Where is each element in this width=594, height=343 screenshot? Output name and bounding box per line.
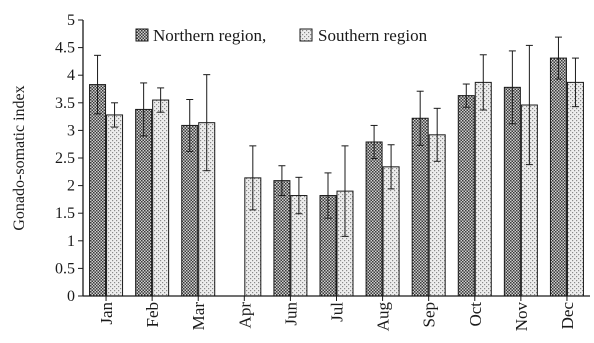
error-bar-southern-feb	[157, 87, 165, 113]
y-tick-label-4: 4	[67, 67, 75, 84]
x-tick-label-apr: Apr	[235, 302, 254, 329]
bar-southern-dec	[566, 81, 584, 297]
x-ticks: Jan Feb Mar Apr Jun Jul Aug Sep Oct Nov Dec	[97, 296, 577, 331]
bars-layer	[89, 57, 584, 297]
legend: Northern region, Southern region	[135, 26, 428, 45]
bar-southern-feb	[152, 99, 170, 297]
bar-northern-aug	[365, 141, 383, 297]
error-bar-southern-oct	[479, 54, 487, 111]
error-bars-layer	[94, 36, 579, 237]
x-tick-label-feb: Feb	[143, 302, 162, 328]
error-bar-northern-jun	[278, 165, 286, 197]
y-tick-label-4.5: 4.5	[55, 40, 75, 57]
y-tick-label-3: 3	[67, 122, 75, 139]
error-bar-southern-aug	[387, 144, 395, 190]
error-bar-southern-jul	[341, 145, 349, 237]
error-bar-southern-jan	[111, 102, 119, 128]
error-bar-southern-apr	[249, 145, 257, 211]
y-tick-label-2.5: 2.5	[55, 150, 75, 167]
legend-swatch-northern	[135, 28, 149, 42]
bar-northern-dec	[549, 57, 567, 297]
y-tick-label-5: 5	[67, 12, 75, 29]
y-tick-label-3.5: 3.5	[55, 95, 75, 112]
x-tick-label-oct: Oct	[466, 302, 485, 327]
error-bar-northern-dec	[554, 36, 562, 80]
y-tick-label-2: 2	[67, 178, 75, 195]
error-bar-southern-nov	[525, 44, 533, 166]
plot-area: 0 0.5 1 1.5 2 2.5 3 3.5 4 4.5 5 Jan Feb Mar Apr Jun Jul…	[55, 12, 590, 331]
error-bar-northern-oct	[462, 83, 470, 108]
y-tick-label-1: 1	[67, 233, 75, 250]
bar-southern-oct	[474, 81, 492, 297]
y-tick-label-1.5: 1.5	[55, 205, 75, 222]
error-bar-northern-jul	[324, 172, 332, 219]
legend-swatch-southern	[299, 28, 313, 42]
y-ticks: 0 0.5 1 1.5 2 2.5 3 3.5 4 4.5 5	[55, 12, 83, 305]
x-tick-label-dec: Dec	[558, 302, 577, 330]
x-tick-label-jun: Jun	[281, 302, 300, 326]
x-tick-label-jul: Jul	[328, 302, 347, 322]
error-bar-northern-jan	[94, 54, 102, 115]
x-tick-label-jan: Jan	[97, 302, 116, 325]
legend-label-northern: Northern region,	[153, 26, 266, 45]
bar-southern-jan	[106, 114, 124, 297]
legend-label-southern: Southern region	[318, 26, 428, 45]
bar-northern-jan	[89, 84, 107, 297]
error-bar-northern-sep	[416, 90, 424, 146]
bar-northern-oct	[457, 95, 475, 297]
y-tick-label-0: 0	[67, 288, 75, 305]
error-bar-northern-feb	[140, 82, 148, 137]
x-tick-label-sep: Sep	[420, 302, 439, 328]
y-tick-label-0.5: 0.5	[55, 260, 75, 277]
error-bar-southern-sep	[433, 107, 441, 162]
error-bar-northern-aug	[370, 124, 378, 160]
x-tick-label-nov: Nov	[512, 302, 531, 332]
x-tick-label-mar: Mar	[189, 302, 208, 331]
error-bar-northern-mar	[186, 98, 194, 152]
error-bar-southern-jun	[295, 176, 303, 215]
error-bar-northern-nov	[508, 50, 516, 125]
error-bar-southern-dec	[571, 57, 579, 108]
y-axis-label: Gonado-somatic index	[11, 85, 28, 230]
error-bar-southern-mar	[203, 74, 211, 172]
x-tick-label-aug: Aug	[374, 302, 393, 332]
bar-northern-jun	[273, 180, 291, 297]
bar-northern-feb	[135, 108, 153, 297]
